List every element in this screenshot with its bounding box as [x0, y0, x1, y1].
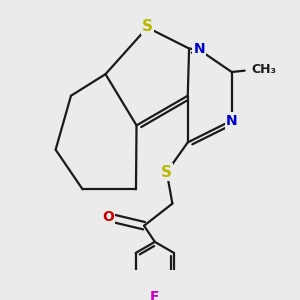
Text: N: N — [194, 42, 205, 56]
Text: S: S — [142, 19, 153, 34]
Text: O: O — [102, 210, 114, 224]
Text: S: S — [161, 164, 172, 179]
Text: F: F — [150, 290, 160, 300]
Text: N: N — [226, 113, 238, 128]
Text: CH₃: CH₃ — [251, 63, 276, 76]
